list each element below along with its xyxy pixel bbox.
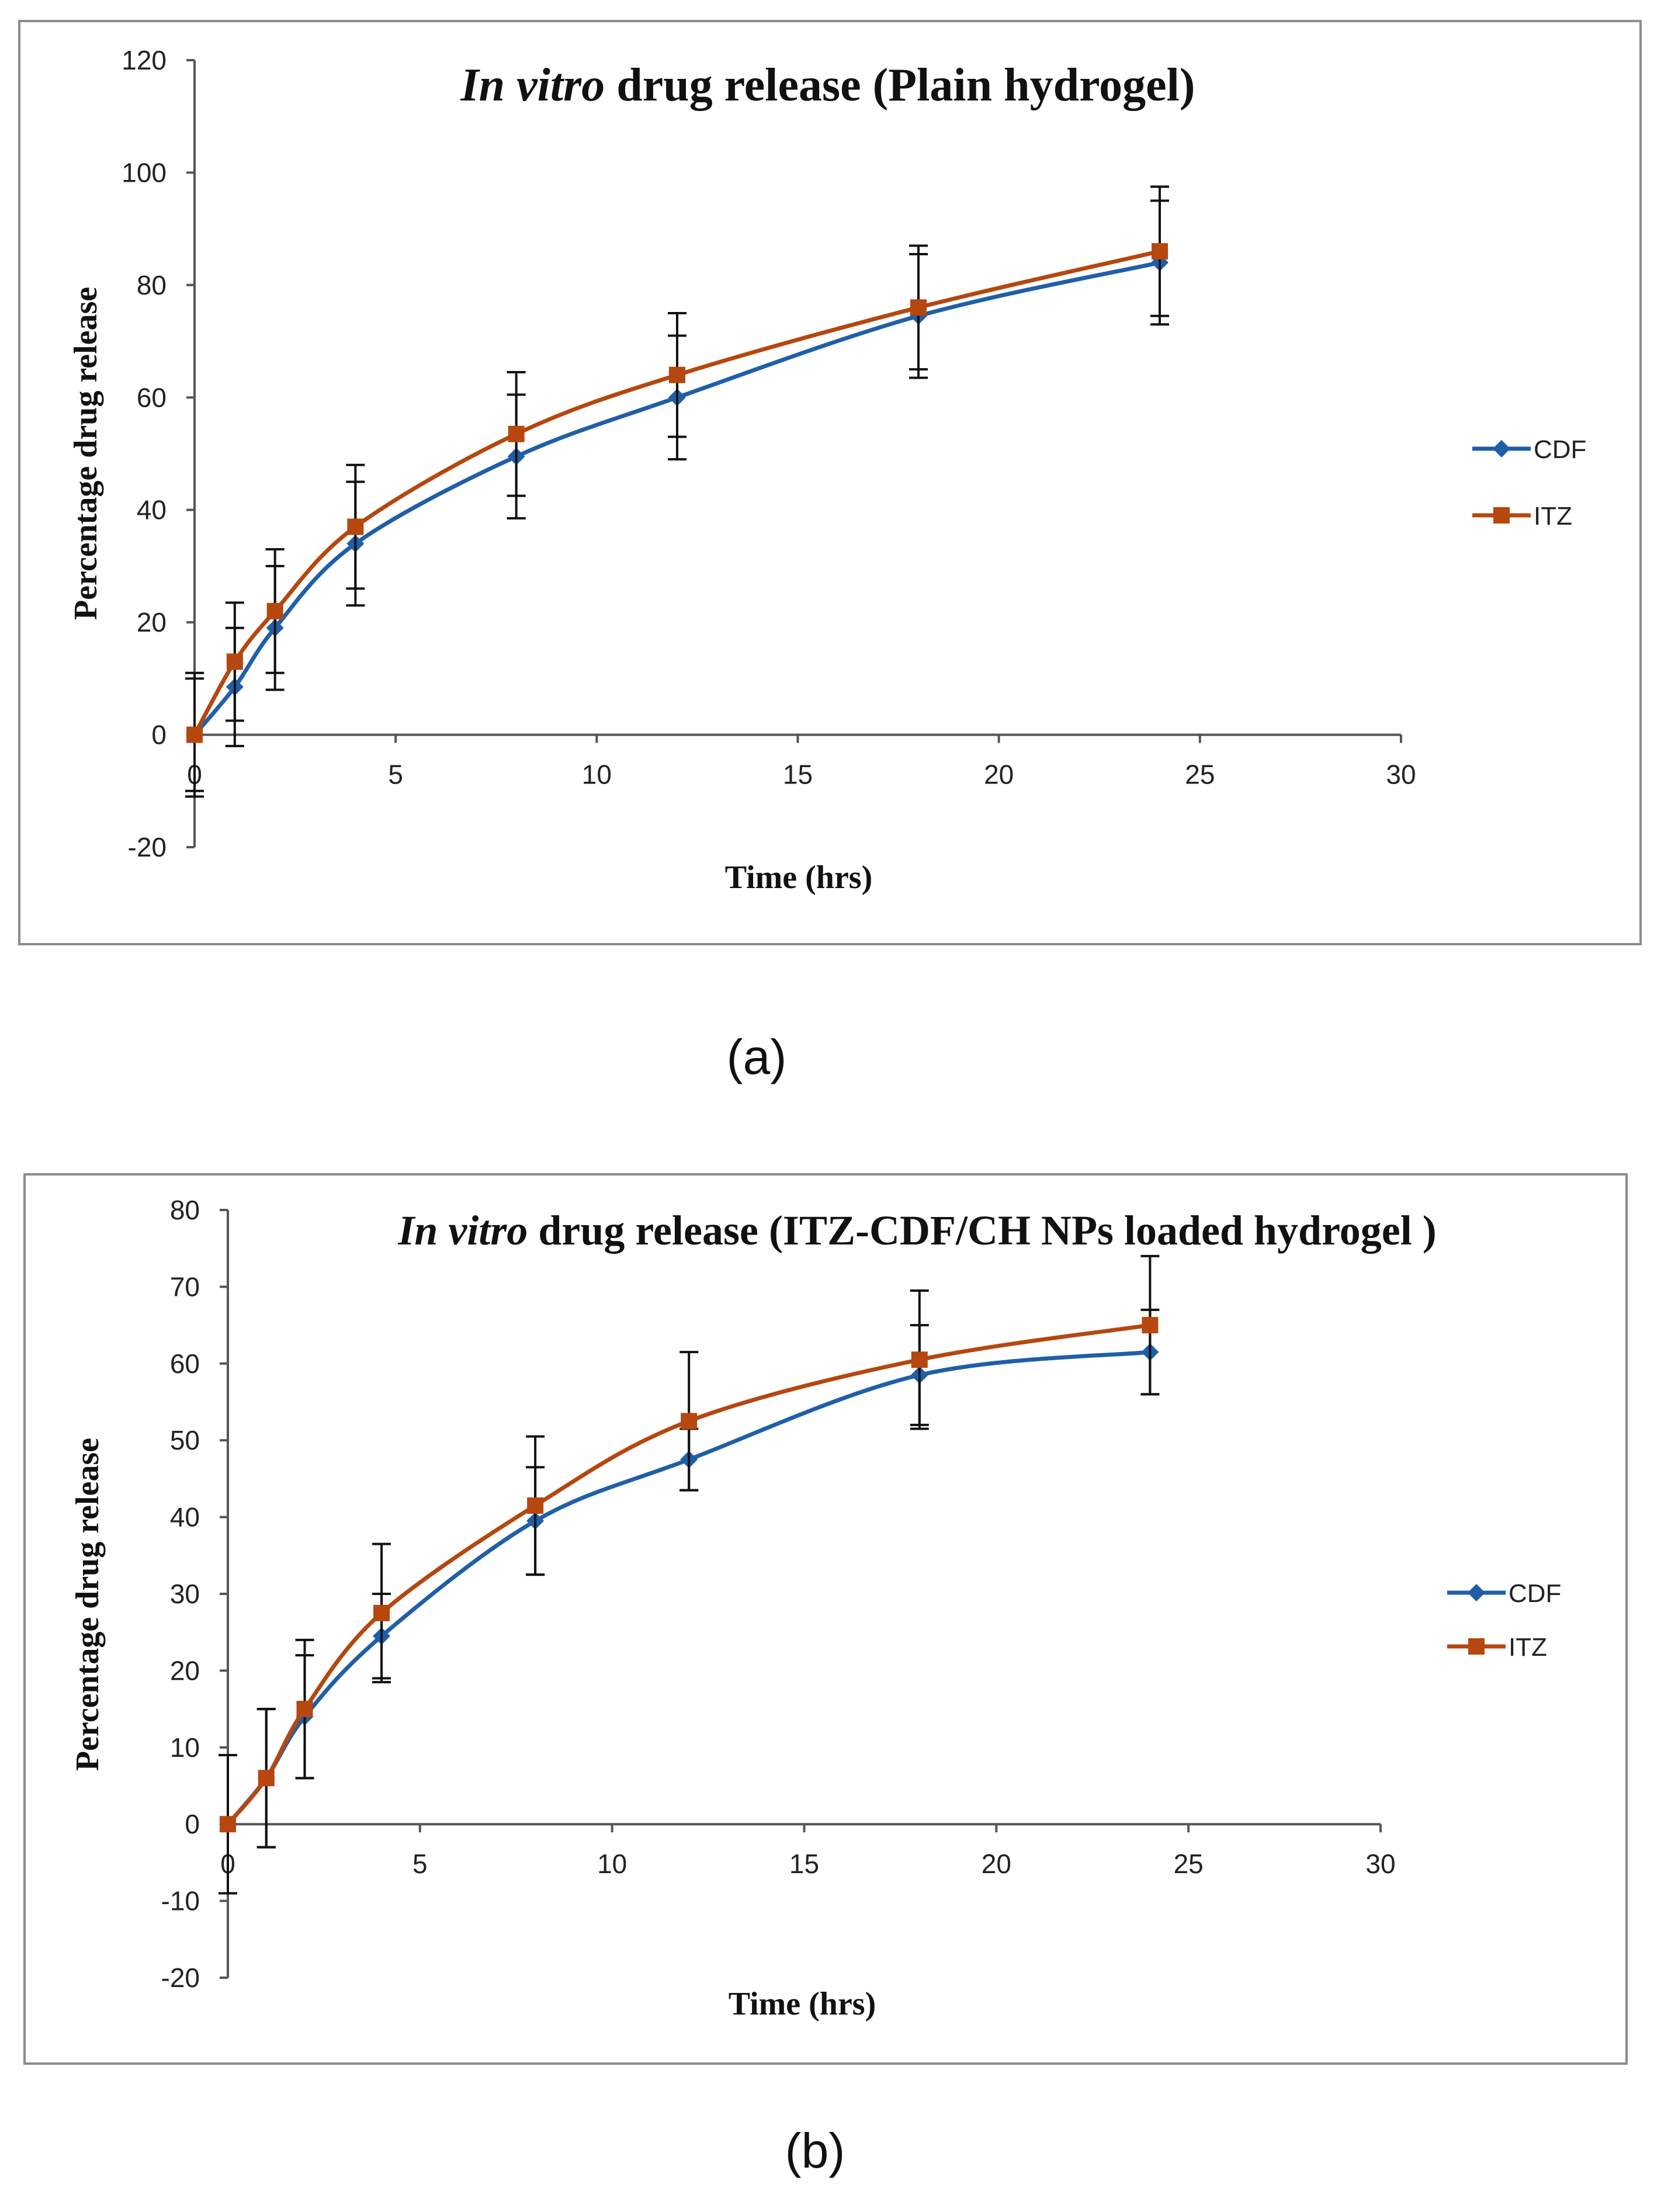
panel-a-itz-point [226,653,243,670]
panel-b-caption: (b) [785,2123,845,2178]
panel-a-y-tick-label: 60 [137,382,167,412]
panel-a-title-rest: drug release (Plain hydrogel) [605,60,1195,111]
panel-a-legend-cdf: CDF [1472,435,1586,464]
panel-a-x-tick-label: 15 [783,760,813,790]
panel-a-itz-point [347,518,364,535]
panel-b-itz-point [373,1604,390,1621]
panel-a-y-tick-label: 80 [137,270,167,300]
panel-b-x-tick-label: 5 [412,1849,428,1879]
panel-a-y-tick-label: 120 [122,45,167,75]
panel-b-legend: CDF ITZ [1447,1579,1561,1662]
panel-b-x-tick-label: 15 [789,1849,819,1879]
panel-b-x-tick-label: 30 [1365,1849,1395,1879]
panel-a-itz-point [669,366,685,383]
panel-a-frame [18,20,1642,945]
panel-b-itz-point [258,1770,275,1787]
panel-a: In vitro drug release (Plain hydrogel) -… [18,20,1642,945]
panel-b-series-itz [219,1254,1160,1895]
panel-a-title-italic: In vitro [460,60,605,111]
panel-b-y-axis-title: Percentage drug release [70,1438,106,1771]
panel-a-x-axis-title: Time (hrs) [725,859,873,896]
panel-b-itz-point [1142,1317,1159,1334]
panel-b-series [219,1254,1160,1895]
panel-b-itz-point [220,1816,236,1833]
panel-b-legend-cdf-label: CDF [1509,1579,1561,1608]
panel-a-x-tick-label: 30 [1386,760,1416,790]
panel-b-itz-point [911,1351,928,1368]
panel-b-legend-itz: ITZ [1447,1633,1547,1662]
panel-b-frame [23,1173,1628,2065]
panel-a-y-tick-label: 100 [122,157,167,188]
panel-b-title: In vitro drug release (ITZ-CDF/CH NPs lo… [397,1207,1436,1254]
panel-b-y-tick-label: 60 [170,1348,200,1379]
panel-b-x-tick-label: 20 [982,1849,1011,1879]
panel-a-itz-point [186,726,203,743]
panel-b-y-tick-label: 50 [170,1425,200,1455]
panel-a-itz-point [266,602,283,619]
panel-a-y-tick-label: 0 [151,720,167,750]
panel-a-itz-point [508,425,525,442]
panel-b-y-tick-label: 70 [170,1271,200,1302]
panel-a-x-tick-label: 5 [388,760,403,790]
panel-b-title-italic: In vitro [397,1207,528,1254]
panel-a-legend-cdf-marker [1493,440,1510,457]
panel-b-itz-point [296,1701,313,1718]
panel-a-y-tick-label: -20 [128,832,167,862]
panel-a-x-tick-label: 25 [1185,760,1215,790]
panel-b-itz-point [527,1497,544,1514]
panel-a-y-axis-title: Percentage drug release [68,287,104,620]
panel-b-y-tick-label: -20 [161,1963,200,1993]
panel-b-y-tick-label: -10 [161,1886,200,1916]
panel-b-legend-cdf-marker [1468,1584,1485,1601]
panel-b-x-tick-label: 25 [1174,1849,1204,1879]
panel-b-legend-itz-marker [1468,1638,1485,1655]
panel-a-legend-itz-label: ITZ [1534,502,1572,531]
panel-a-series [185,185,1169,798]
panel-b-y-tick-label: 0 [185,1809,200,1839]
panel-a-legend-itz-marker [1493,507,1510,523]
panel-a-x-tick-label: 20 [984,760,1014,790]
panel-b-y-tick-label: 10 [170,1732,200,1763]
panel-b-x-axis-title: Time (hrs) [729,1986,876,2022]
panel-b-y-tick-label: 30 [170,1579,200,1609]
panel-a-caption: (a) [727,1029,787,1084]
panel-a-x-tick-label: 10 [582,760,612,790]
panel-a-y-tick-label: 40 [137,495,167,525]
panel-b-title-rest: drug release (ITZ-CDF/CH NPs loaded hydr… [528,1207,1436,1254]
panel-b-y-tick-label: 80 [170,1195,200,1225]
panel-a-itz-point [910,299,927,316]
panel-b-legend-cdf: CDF [1447,1579,1561,1608]
panel-b-x-tick-label: 10 [597,1849,627,1879]
panel-a-y-tick-label: 20 [137,607,167,637]
panel-b-y-tick-label: 40 [170,1502,200,1533]
panel-a-itz-point [1152,243,1168,260]
panel-a-title: In vitro drug release (Plain hydrogel) [460,60,1195,111]
panel-b-itz-point [681,1413,698,1430]
panel-a-legend-itz: ITZ [1472,502,1572,531]
panel-a-legend-cdf-label: CDF [1534,435,1586,464]
panel-b-legend-itz-label: ITZ [1509,1633,1547,1662]
panel-b-y-tick-label: 20 [170,1655,200,1686]
panel-a-series-itz [185,185,1169,792]
panel-a-legend: CDF ITZ [1472,435,1586,531]
panel-b: In vitro drug release (ITZ-CDF/CH NPs lo… [23,1173,1628,2065]
